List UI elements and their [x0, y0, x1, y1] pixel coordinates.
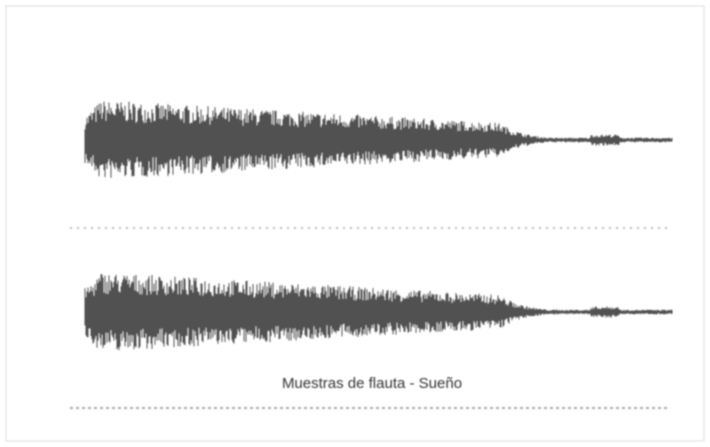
waveforms — [84, 101, 673, 351]
waveform — [84, 274, 673, 351]
caption: Muestras de flauta - Sueño — [282, 375, 462, 392]
waveform — [84, 101, 673, 178]
frame — [5, 5, 705, 442]
